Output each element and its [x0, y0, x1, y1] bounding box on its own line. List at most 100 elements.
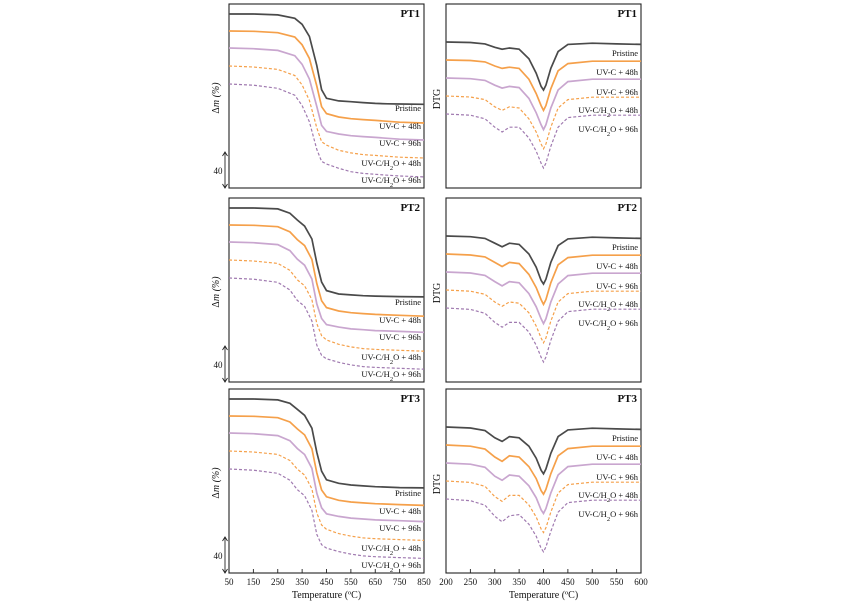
- scale-bar-value: 40: [214, 166, 224, 176]
- series-line-pristine: [229, 398, 425, 489]
- series-line-uvc48: [228, 224, 425, 318]
- series-line-uvc48: [445, 59, 641, 113]
- scale-bar-arrow-up-icon: [222, 151, 228, 157]
- series-line-uvch2o96: [228, 468, 425, 559]
- tga-ylabel: Δm (%): [211, 82, 222, 114]
- x-tick-label: 50: [225, 577, 235, 587]
- series-line-uvch2o96: [445, 498, 641, 553]
- x-tick-label: 350: [295, 577, 309, 587]
- series-label-uvc96: UV-C + 96h: [379, 523, 422, 533]
- series-label-uvc48: UV-C + 48h: [596, 261, 639, 271]
- series-line-uvch2o96: [445, 307, 641, 364]
- x-tick-label: 150: [247, 577, 261, 587]
- series-line-pristine: [229, 13, 425, 106]
- x-tick-label: 650: [369, 577, 383, 587]
- series-label-pristine: Pristine: [612, 48, 638, 58]
- series-label-uvch2o96: UV-C/H2O + 96h: [578, 318, 638, 332]
- x-tick-label: 450: [320, 577, 334, 587]
- series-line-uvc96: [445, 77, 641, 132]
- series-label-uvc96: UV-C + 96h: [596, 281, 639, 291]
- series-label-uvch2o48: UV-C/H2O + 48h: [361, 352, 421, 366]
- series-label-uvc48: UV-C + 48h: [379, 506, 422, 516]
- scale-bar-arrow-up-icon: [222, 536, 228, 542]
- series-line-pristine: [445, 41, 642, 92]
- panel-title: PT2: [400, 202, 420, 214]
- series-line-uvch2o48: [445, 289, 641, 345]
- series-label-uvc96: UV-C + 96h: [379, 332, 422, 342]
- x-tick-label: 750: [393, 577, 407, 587]
- x-tick-label: 550: [344, 577, 358, 587]
- series-line-uvc48: [445, 444, 641, 496]
- series-line-uvc96: [445, 462, 641, 516]
- series-line-uvch2o48: [445, 95, 641, 151]
- panel-title: PT1: [617, 8, 637, 20]
- dtg-ylabel: DTG: [432, 283, 443, 304]
- series-line-pristine: [445, 426, 642, 476]
- series-line-uvch2o48: [228, 65, 425, 159]
- x-tick-label: 200: [439, 577, 453, 587]
- series-line-uvc96: [228, 47, 425, 141]
- series-line-uvch2o48: [445, 480, 641, 534]
- tga-panel-pt2: PT2 Pristine UV-C + 48h UV-C + 96h UV-C/H2O …: [211, 197, 425, 383]
- series-line-uvc96: [228, 432, 425, 523]
- series-label-uvch2o96: UV-C/H2O + 96h: [578, 124, 638, 138]
- dtg-ylabel: DTG: [432, 89, 443, 110]
- x-tick-label: 850: [417, 577, 431, 587]
- x-tick-label: 250: [271, 577, 285, 587]
- series-label-pristine: Pristine: [612, 433, 638, 443]
- x-tick-label: 500: [586, 577, 600, 587]
- series-label-uvc96: UV-C + 96h: [596, 472, 639, 482]
- x-tick-label: 400: [537, 577, 551, 587]
- series-label-uvch2o48: UV-C/H2O + 48h: [578, 105, 638, 119]
- series-label-pristine: Pristine: [395, 103, 421, 113]
- series-line-uvc48: [445, 253, 641, 307]
- panel-title: PT3: [400, 393, 420, 405]
- series-line-uvch2o96: [228, 277, 425, 370]
- x-axis-label: Temperature (ºC): [509, 590, 578, 601]
- series-line-pristine: [229, 207, 425, 298]
- dtg-panel-pt2: PT2 Pristine UV-C + 48h UV-C + 96h UV-C/H2O …: [432, 197, 642, 383]
- series-line-uvch2o96: [228, 83, 425, 178]
- series-line-uvc48: [228, 30, 425, 124]
- series-line-uvc48: [228, 415, 425, 507]
- series-line-pristine: [445, 235, 642, 286]
- series-label-pristine: Pristine: [395, 488, 421, 498]
- scale-bar-arrow-down-icon: [222, 183, 228, 189]
- x-axis-label: Temperature (ºC): [292, 590, 361, 601]
- series-label-uvc48: UV-C + 48h: [379, 315, 422, 325]
- x-tick-label: 250: [464, 577, 478, 587]
- scale-bar-arrow-down-icon: [222, 377, 228, 383]
- series-line-uvch2o96: [445, 113, 641, 170]
- series-label-uvch2o48: UV-C/H2O + 48h: [361, 543, 421, 557]
- panel-title: PT1: [400, 8, 420, 20]
- series-label-pristine: Pristine: [612, 242, 638, 252]
- panel-title: PT3: [617, 393, 637, 405]
- series-line-uvc96: [228, 241, 425, 334]
- dtg-panel-pt1: PT1 Pristine UV-C + 48h UV-C + 96h UV-C/H2O …: [432, 3, 642, 189]
- series-label-uvc48: UV-C + 48h: [596, 452, 639, 462]
- series-line-uvch2o48: [228, 450, 425, 541]
- tga-panel-pt3: PT3 Pristine UV-C + 48h UV-C + 96h UV-C/H2O …: [211, 388, 431, 601]
- x-tick-label: 550: [610, 577, 624, 587]
- panel-frame: [228, 197, 425, 383]
- series-label-uvch2o96: UV-C/H2O + 96h: [578, 509, 638, 523]
- scale-bar-arrow-down-icon: [222, 568, 228, 574]
- tga-ylabel: Δm (%): [211, 276, 222, 308]
- series-label-uvch2o96: UV-C/H2O + 96h: [361, 175, 421, 189]
- tga-ylabel: Δm (%): [211, 467, 222, 499]
- series-label-uvch2o48: UV-C/H2O + 48h: [361, 158, 421, 172]
- x-tick-label: 350: [512, 577, 526, 587]
- tga-panel-pt1: PT1 Pristine UV-C + 48h UV-C + 96h UV-C/H2O …: [211, 3, 425, 189]
- x-tick-label: 300: [488, 577, 502, 587]
- panel-title: PT2: [617, 202, 637, 214]
- series-line-uvch2o48: [228, 259, 425, 352]
- series-label-uvch2o96: UV-C/H2O + 96h: [361, 369, 421, 383]
- dtg-panel-pt3: PT3 Pristine UV-C + 48h UV-C + 96h UV-C/H2O …: [432, 388, 648, 601]
- x-tick-label: 600: [634, 577, 648, 587]
- series-label-uvch2o48: UV-C/H2O + 48h: [578, 299, 638, 313]
- series-label-uvch2o48: UV-C/H2O + 48h: [578, 490, 638, 504]
- series-label-uvc48: UV-C + 48h: [596, 67, 639, 77]
- scale-bar-arrow-up-icon: [222, 345, 228, 351]
- series-label-uvc48: UV-C + 48h: [379, 121, 422, 131]
